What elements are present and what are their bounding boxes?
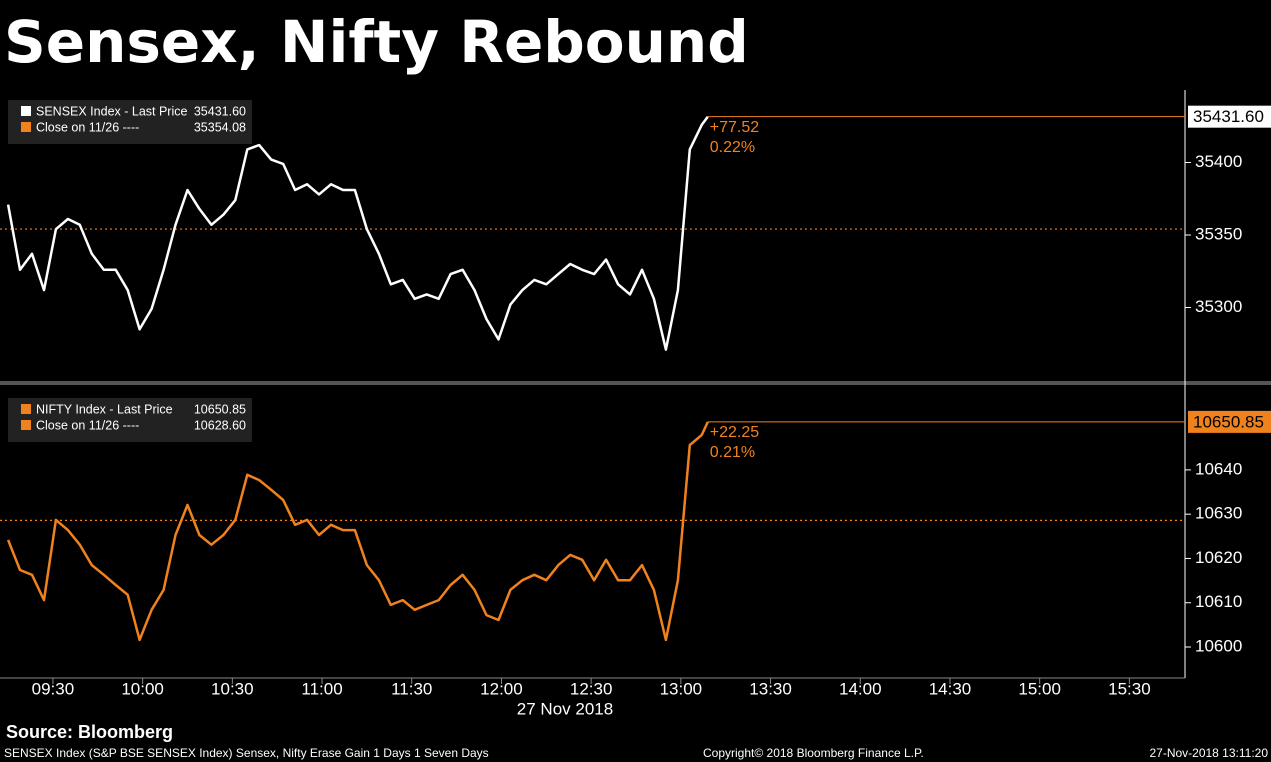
change-pct-label: 0.21% <box>710 444 755 461</box>
y-tick-label: 10620 <box>1195 548 1242 567</box>
y-tick-label: 35300 <box>1195 297 1242 316</box>
chart-title: Sensex, Nifty Rebound <box>4 8 749 76</box>
timestamp: 27-Nov-2018 13:11:20 <box>1149 746 1268 760</box>
x-tick-label: 13:30 <box>749 679 792 698</box>
x-tick-label: 12:30 <box>570 679 613 698</box>
x-tick-label: 15:00 <box>1018 679 1061 698</box>
legend-label: NIFTY Index - Last Price <box>36 402 173 416</box>
x-tick-label: 12:00 <box>480 679 523 698</box>
x-axis-label: 27 Nov 2018 <box>517 699 613 718</box>
description: SENSEX Index (S&P BSE SENSEX Index) Sens… <box>4 746 489 760</box>
y-tick-label: 10610 <box>1195 592 1242 611</box>
y-tick-label: 35350 <box>1195 224 1242 243</box>
legend-value: 10628.60 <box>194 418 246 432</box>
last-price-label: 35431.60 <box>1193 107 1264 126</box>
y-tick-label: 10630 <box>1195 504 1242 523</box>
y-tick-label: 10640 <box>1195 459 1242 478</box>
x-tick-label: 09:30 <box>32 679 75 698</box>
x-tick-label: 13:00 <box>660 679 703 698</box>
price-line <box>6 115 709 351</box>
x-tick-label: 15:30 <box>1108 679 1151 698</box>
change-label: +22.25 <box>710 424 759 441</box>
source: Source: Bloomberg <box>6 722 173 742</box>
change-pct-label: 0.22% <box>710 139 755 156</box>
legend-label: Close on 11/26 ---- <box>36 120 139 134</box>
last-price-flag <box>1188 105 1271 128</box>
x-tick-label: 14:30 <box>929 679 972 698</box>
legend-box <box>8 398 252 442</box>
x-tick-label: 11:30 <box>391 679 432 698</box>
change-label: +77.52 <box>710 119 759 136</box>
panel-separator <box>0 381 1271 385</box>
legend-swatch <box>21 122 31 132</box>
legend-value: 35354.08 <box>194 120 246 134</box>
x-tick-label: 14:00 <box>839 679 882 698</box>
legend-label: Close on 11/26 ---- <box>36 418 139 432</box>
legend-label: SENSEX Index - Last Price <box>36 104 188 118</box>
y-tick-label: 35400 <box>1195 152 1242 171</box>
x-tick-label: 11:00 <box>301 679 342 698</box>
legend-value: 35431.60 <box>194 104 246 118</box>
x-tick-label: 10:00 <box>121 679 164 698</box>
price-line <box>6 421 709 642</box>
last-price-flag <box>1188 410 1271 433</box>
copyright: Copyright© 2018 Bloomberg Finance L.P. <box>703 746 924 760</box>
legend-swatch <box>21 106 31 116</box>
legend-swatch <box>21 404 31 414</box>
last-price-label: 10650.85 <box>1193 412 1264 431</box>
legend-value: 10650.85 <box>194 402 246 416</box>
legend-swatch <box>21 420 31 430</box>
y-tick-label: 10600 <box>1195 636 1242 655</box>
x-tick-label: 10:30 <box>211 679 254 698</box>
legend-box <box>8 100 252 144</box>
